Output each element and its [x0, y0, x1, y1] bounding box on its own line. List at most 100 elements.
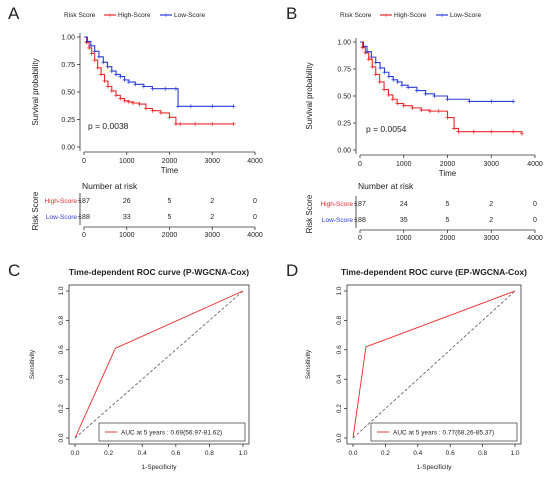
risk-x-tick-label: 2000 [440, 235, 456, 242]
censor-mark [92, 58, 97, 63]
censor-mark [126, 80, 131, 85]
censor-mark [382, 70, 387, 75]
risk-cell: 24 [400, 201, 408, 208]
censor-mark [373, 72, 378, 77]
y-tick-label: 0.75 [61, 62, 75, 69]
y-tick-label: 0.6 [336, 345, 343, 354]
plot-frame [68, 284, 250, 445]
risk-cell: 26 [123, 198, 131, 205]
censor-mark [370, 64, 375, 69]
panel-letter-b: B [286, 4, 298, 23]
x-axis-label: 1-Specificity [141, 464, 177, 471]
km-chart-b: Risk Score + High-Score + Low-Score 0.00 0.25 0… [305, 12, 543, 242]
roc-chart-d: Time-dependent ROC curve (EP-WGCNA-Cox) 0… [305, 267, 527, 471]
censor-mark [231, 104, 236, 109]
censor-mark [210, 121, 215, 126]
y-tick-label: 1.0 [336, 286, 343, 295]
risk-cell: 0 [253, 214, 257, 221]
risk-cell: 2 [489, 217, 493, 224]
censor-mark [114, 93, 119, 98]
y-axis-label: Sensitivity [29, 349, 36, 379]
censor-mark [456, 129, 461, 134]
x-axis-label: 1-Specificity [416, 464, 452, 471]
risk-table-title: Number at risk [82, 181, 138, 191]
legend-label-1: Low-Score [450, 12, 481, 19]
y-tick-label: 0.50 [337, 94, 351, 101]
risk-cell: 188 [354, 217, 366, 224]
y-tick-label: 0.4 [58, 374, 65, 383]
y-axis-label: Survival probability [305, 62, 314, 129]
censor-mark [109, 88, 114, 93]
censor-mark [143, 106, 148, 111]
risk-x-tick-label: 2000 [162, 232, 178, 239]
legend-label: AUC at 5 years : 0.77(68.26-85.37) [393, 430, 494, 437]
risk-x-tick-label: 1000 [119, 232, 135, 239]
legend-title: Risk Score [64, 12, 96, 19]
x-axis-label: Time [161, 166, 179, 175]
censor-mark [133, 82, 138, 87]
risk-row-label: Low-Score [322, 217, 353, 224]
plot-frame [346, 284, 522, 445]
y-tick-label: 1.0 [58, 286, 65, 295]
x-tick-label: 0.8 [205, 450, 214, 457]
censor-mark [141, 84, 146, 89]
y-tick-label: 1.00 [337, 40, 351, 47]
legend-label: AUC at 5 years : 0.69(56.97-81.62) [121, 430, 222, 437]
censor-mark [452, 126, 457, 131]
censor-mark [88, 43, 93, 48]
censor-mark [467, 99, 472, 104]
censor-mark [436, 109, 441, 114]
censor-mark [118, 74, 123, 79]
x-tick-label: 1.0 [510, 450, 519, 457]
censor-mark [105, 84, 110, 89]
censor-mark [150, 108, 155, 113]
censor-mark [377, 79, 382, 84]
legend-title: Risk Score [340, 12, 372, 19]
survival-line-low-score [84, 36, 234, 107]
risk-x-tick-label: 3000 [204, 232, 220, 239]
censor-mark [126, 99, 131, 104]
censor-mark [390, 97, 395, 102]
x-tick-label: 0.4 [138, 450, 147, 457]
y-tick-label: 0.4 [336, 374, 343, 383]
x-tick-label: 0 [358, 161, 362, 168]
censor-mark [401, 103, 406, 108]
censor-mark [163, 86, 168, 91]
y-axis-label: Sensitivity [305, 349, 312, 379]
censor-mark [445, 115, 450, 120]
censor-mark [158, 110, 163, 115]
censor-mark [99, 72, 104, 77]
survival-line-high-score [84, 36, 234, 125]
censor-mark [176, 104, 181, 109]
risk-cell: 0 [253, 198, 257, 205]
x-tick-label: 0.2 [381, 450, 390, 457]
y-tick-label: 0.25 [337, 121, 351, 128]
legend-marker-0: + [108, 13, 112, 20]
censor-mark [114, 72, 119, 77]
risk-x-tick-label: 0 [82, 232, 86, 239]
chart-title: Time-dependent ROC curve (EP-WGCNA-Cox) [341, 267, 527, 277]
km-chart-a: Risk Score + High-Score + Low-Score 0.00 0.25 0… [31, 12, 263, 239]
legend-label-0: High-Score [394, 12, 427, 19]
legend-marker-0: + [384, 13, 388, 20]
censor-mark [395, 79, 400, 84]
risk-cell: 188 [78, 214, 90, 221]
censor-mark [193, 121, 198, 126]
x-tick-label: 4000 [247, 158, 263, 165]
censor-mark [511, 129, 516, 134]
censor-mark [391, 77, 396, 82]
y-tick-label: 0.0 [336, 433, 343, 442]
censor-mark [137, 102, 142, 107]
censor-mark [231, 121, 236, 126]
panel-letter-c: C [8, 261, 21, 280]
risk-cell: 5 [446, 201, 450, 208]
x-tick-label: 1.0 [238, 450, 247, 457]
risk-cell: 5 [168, 214, 172, 221]
censor-mark [150, 86, 155, 91]
risk-x-tick-label: 3000 [483, 235, 499, 242]
censor-mark [95, 65, 100, 70]
censor-mark [489, 99, 494, 104]
y-tick-label: 0.2 [336, 404, 343, 413]
x-tick-label: 0.6 [446, 450, 455, 457]
roc-chart-c: Time-dependent ROC curve (P-WGCNA-Cox) 0.… [29, 267, 250, 471]
